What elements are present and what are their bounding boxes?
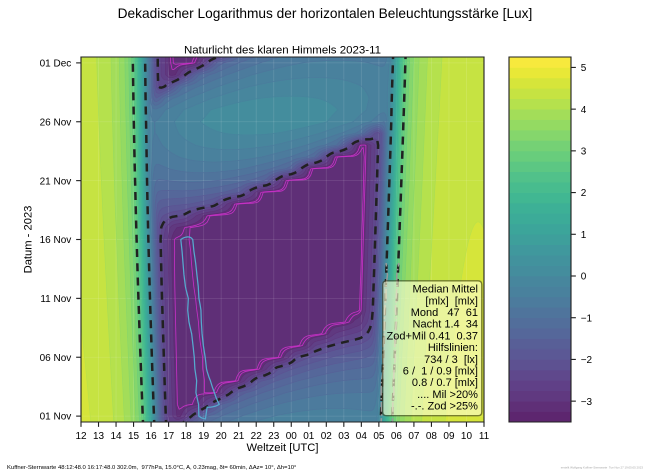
svg-text:22: 22 [251,431,263,442]
svg-text:21 Nov: 21 Nov [40,176,72,187]
svg-text:Dekadischer Logarithmus der ho: Dekadischer Logarithmus der horizontalen… [118,6,533,21]
svg-text:01 Dec: 01 Dec [40,59,72,70]
svg-text:erstellt Wolfgang Kuffner-Ster: erstellt Wolfgang Kuffner-Sternwarte Tue… [561,466,644,470]
svg-text:Nacht 1.4 34: Nacht 1.4 34 [413,319,478,331]
svg-text:16: 16 [146,431,158,442]
svg-text:14: 14 [110,431,122,442]
svg-text:23: 23 [268,431,280,442]
svg-text:06: 06 [391,431,403,442]
svg-text:[mlx] [mlx]: [mlx] [mlx] [425,295,478,307]
svg-text:21: 21 [233,431,245,442]
svg-text:15: 15 [128,431,140,442]
svg-text:02: 02 [321,431,333,442]
svg-text:07: 07 [408,431,420,442]
svg-text:12: 12 [75,431,87,442]
svg-text:00: 00 [286,431,298,442]
svg-text:20: 20 [216,431,228,442]
svg-text:.... Mil >20%: .... Mil >20% [417,389,478,401]
svg-text:0: 0 [581,272,587,283]
svg-text:1: 1 [581,230,587,241]
svg-text:Hilfslinien:: Hilfslinien: [428,342,478,354]
svg-text:03: 03 [338,431,350,442]
svg-text:26 Nov: 26 Nov [40,117,72,128]
svg-text:0.8 / 0.7 [mlx]: 0.8 / 0.7 [mlx] [412,377,478,389]
svg-text:2: 2 [581,188,587,199]
svg-text:-.-. Zod >25%: -.-. Zod >25% [411,401,478,413]
svg-text:3: 3 [581,146,587,157]
svg-text:−2: −2 [581,355,593,366]
svg-text:01 Nov: 01 Nov [40,412,72,423]
svg-text:13: 13 [93,431,105,442]
svg-text:05: 05 [373,431,385,442]
svg-text:4: 4 [581,105,587,116]
svg-text:19: 19 [198,431,210,442]
svg-text:09: 09 [443,431,455,442]
svg-text:06 Nov: 06 Nov [40,353,72,364]
svg-text:Kuffner-Sternwarte 48:12:48.0: Kuffner-Sternwarte 48:12:48.0 16:17:48.0… [7,465,296,471]
svg-text:Median Mittel: Median Mittel [413,284,478,296]
svg-text:−3: −3 [581,397,593,408]
svg-text:08: 08 [426,431,438,442]
svg-text:18: 18 [181,431,193,442]
svg-text:04: 04 [356,431,368,442]
svg-text:17: 17 [163,431,175,442]
svg-text:−1: −1 [581,313,593,324]
svg-text:Zod+Mil 0.41 0.37: Zod+Mil 0.41 0.37 [387,330,478,342]
svg-text:01: 01 [303,431,315,442]
svg-text:5: 5 [581,63,587,74]
svg-text:Mond 47 61: Mond 47 61 [411,307,478,319]
svg-text:10: 10 [461,431,473,442]
svg-text:Weltzeit [UTC]: Weltzeit [UTC] [247,442,319,454]
svg-text:11 Nov: 11 Nov [40,294,71,305]
svg-text:Naturlicht des klaren Himmels: Naturlicht des klaren Himmels 2023-11 [184,45,381,57]
svg-text:6 / 1 / 0.9 [mlx]: 6 / 1 / 0.9 [mlx] [403,365,478,377]
svg-text:Datum - 2023: Datum - 2023 [23,206,35,274]
svg-text:11: 11 [479,431,490,442]
svg-text:734 / 3 [lx]: 734 / 3 [lx] [424,354,478,366]
svg-text:16 Nov: 16 Nov [40,235,72,246]
